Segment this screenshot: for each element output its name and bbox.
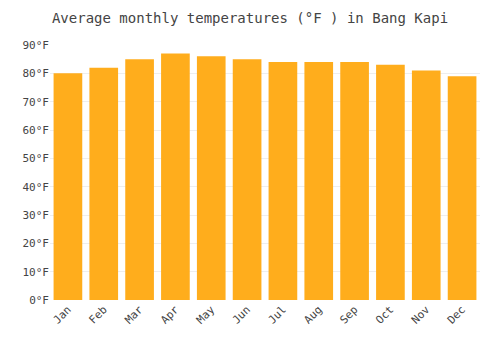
svg-text:Average monthly temperatures (: Average monthly temperatures (°F ) in Ba… xyxy=(52,10,448,26)
svg-text:Mar: Mar xyxy=(122,303,146,327)
svg-text:Sep: Sep xyxy=(337,303,360,326)
svg-text:70°F: 70°F xyxy=(23,96,50,109)
svg-text:Aug: Aug xyxy=(302,303,325,326)
svg-text:Dec: Dec xyxy=(445,303,468,326)
svg-text:May: May xyxy=(194,303,218,327)
svg-text:0°F: 0°F xyxy=(29,294,49,307)
svg-text:90°F: 90°F xyxy=(23,39,50,52)
svg-text:Jan: Jan xyxy=(51,303,74,326)
svg-text:50°F: 50°F xyxy=(23,152,50,165)
svg-text:Feb: Feb xyxy=(87,303,110,326)
svg-text:Jun: Jun xyxy=(230,303,253,326)
svg-text:Apr: Apr xyxy=(158,303,182,327)
svg-text:40°F: 40°F xyxy=(23,181,50,194)
svg-text:Jul: Jul xyxy=(266,303,289,326)
svg-text:20°F: 20°F xyxy=(23,237,50,250)
svg-text:Oct: Oct xyxy=(373,303,396,326)
svg-text:80°F: 80°F xyxy=(23,67,50,80)
svg-text:Nov: Nov xyxy=(409,303,433,327)
svg-text:10°F: 10°F xyxy=(23,266,50,279)
svg-text:60°F: 60°F xyxy=(23,124,50,137)
svg-text:30°F: 30°F xyxy=(23,209,50,222)
